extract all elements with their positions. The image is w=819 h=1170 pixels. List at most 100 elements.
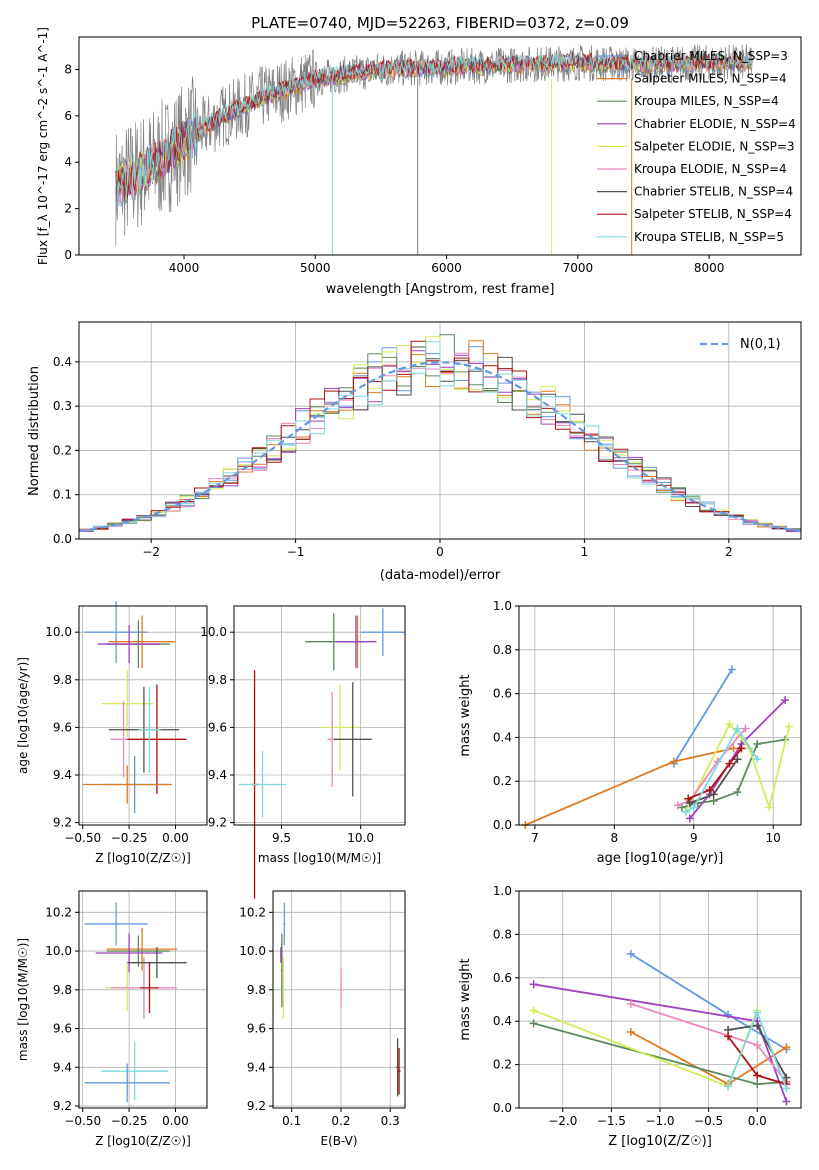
x-tick-label: 8 [611, 831, 619, 845]
y-tick-label: 0.2 [493, 774, 512, 788]
weight-point-marker [725, 720, 734, 729]
weight-point-marker [753, 1071, 762, 1080]
y-tick-label: 9.6 [53, 1022, 72, 1036]
weight-point-marker [782, 1097, 791, 1106]
weight-series-line [687, 747, 743, 800]
y-tick-label: 0.4 [53, 355, 72, 369]
x-axis-label: age [log10(age/yr)] [597, 851, 724, 866]
x-tick-label: −2 [142, 545, 160, 559]
weight-point-marker [673, 801, 682, 810]
y-tick-label: 9.4 [53, 768, 72, 782]
y-tick-label: 0.3 [53, 399, 72, 413]
weight-point-marker [681, 807, 690, 816]
y-tick-label: 9.2 [53, 1099, 72, 1113]
x-tick-label: 10.0 [347, 831, 374, 845]
weight-series-line [525, 747, 734, 826]
y-tick-label: 0.1 [53, 488, 72, 502]
weight-series-line [677, 728, 747, 807]
y-tick-label: 0.6 [493, 687, 512, 701]
y-axis-label: age [log10(age/yr)] [16, 657, 30, 774]
x-axis-label: E(B-V) [320, 1134, 357, 1148]
x-tick-label: 6000 [431, 261, 462, 275]
x-tick-label: 0.3 [381, 1114, 400, 1128]
mass-vs-extinction-panel: 0.1 0.2 0.3 9.2 9.4 9.6 9.8 10.0 10.2 E(B-V) [239, 890, 406, 1148]
x-tick-label: 1 [581, 545, 589, 559]
x-tick-label: 0.00 [162, 831, 189, 845]
x-tick-label: 9 [690, 831, 698, 845]
y-tick-label: 9.6 [53, 720, 72, 734]
x-tick-label: 0 [436, 545, 444, 559]
axes-frame [78, 890, 208, 1109]
y-tick-label: 2 [64, 202, 72, 216]
weight-point-marker [753, 1080, 762, 1089]
x-tick-label: 8000 [694, 261, 725, 275]
y-tick-label: 9.4 [247, 1060, 266, 1074]
legend-entry: N(0,1) [740, 337, 781, 352]
x-tick-label: 5000 [300, 261, 331, 275]
weight-point-marker [782, 1043, 791, 1052]
x-tick-label: −0.25 [111, 831, 148, 845]
y-tick-label: 0.2 [493, 1058, 512, 1072]
age-vs-metallicity-panel: −0.50 −0.25 0.00 9.2 9.4 9.6 9.8 10.0 Z [log10(Z… [16, 601, 208, 865]
x-tick-label: −1 [287, 545, 305, 559]
weight-point-marker [705, 785, 714, 794]
legend-entry: Salpeter MILES, N_SSP=4 [634, 72, 787, 86]
x-tick-label: −0.50 [64, 831, 101, 845]
y-axis-label: Normed distribution [27, 366, 42, 496]
x-tick-label: 10 [766, 831, 781, 845]
weight-point-marker [753, 755, 762, 764]
weight-point-marker [753, 739, 762, 748]
y-tick-label: 0.4 [493, 1014, 512, 1028]
y-tick-label: 0.0 [493, 1101, 512, 1115]
weight-point-marker [753, 1008, 762, 1017]
y-tick-label: 9.8 [53, 983, 72, 997]
y-tick-label: 9.6 [247, 1022, 266, 1036]
weight-point-marker [724, 1082, 733, 1091]
weight-point-marker [685, 799, 694, 808]
y-tick-label: 4 [64, 155, 72, 169]
weight-point-marker [725, 759, 734, 768]
x-tick-label: 0.0 [748, 1114, 767, 1128]
x-tick-label: 4000 [169, 261, 200, 275]
weight-point-marker [669, 757, 678, 766]
y-tick-label: 0.6 [493, 971, 512, 985]
legend-entry: Kroupa MILES, N_SSP=4 [634, 94, 779, 108]
y-tick-label: 10.0 [45, 944, 72, 958]
x-axis-label: mass [log10(M/M☉)] [258, 851, 381, 865]
y-tick-label: 9.2 [53, 816, 72, 830]
axes-frame [518, 605, 802, 826]
weight-vs-age-panel: 7 8 9 10 0.0 0.2 0.4 0.6 0.8 1.0 age [log10(age/yr… [458, 599, 802, 866]
model-spectrum-line [115, 51, 753, 199]
axes-frame [272, 890, 406, 1109]
spectrum-panel: 4000 5000 6000 7000 8000 0 2 4 6 8 wavelength [Ang… [36, 27, 802, 297]
weight-point-marker [529, 980, 538, 989]
legend-entry: Chabrier MILES, N_SSP=3 [634, 49, 788, 63]
y-tick-label: 10.0 [45, 625, 72, 639]
y-tick-label: 9.8 [208, 673, 227, 687]
y-tick-label: 10.0 [239, 944, 266, 958]
mass-vs-metallicity-panel: −0.50 −0.25 0.00 9.2 9.4 9.6 9.8 10.0 10.2 Z [log… [16, 890, 208, 1148]
y-tick-label: 0.0 [493, 818, 512, 832]
axes-frame [78, 605, 208, 826]
weight-point-marker [529, 1006, 538, 1015]
x-tick-label: −0.50 [64, 1114, 101, 1128]
weight-point-marker [782, 1084, 791, 1093]
model-spectrum-line [115, 52, 753, 199]
y-tick-label: 9.4 [208, 768, 227, 782]
x-tick-label: −0.25 [111, 1114, 148, 1128]
y-tick-label: 1.0 [493, 599, 512, 613]
legend-entry: Salpeter STELIB, N_SSP=4 [634, 207, 792, 221]
weight-point-marker [684, 794, 693, 803]
legend-entry: Kroupa STELIB, N_SSP=5 [634, 230, 784, 244]
y-tick-label: 0 [64, 248, 72, 262]
y-tick-label: 0.0 [53, 532, 72, 546]
weight-point-marker [724, 1010, 733, 1019]
normal-curve-line [78, 361, 802, 533]
residual-histogram-panel: −2 −1 0 1 2 0.0 0.1 0.2 0.3 0.4 (data-model)/error… [27, 321, 802, 583]
weight-point-marker [733, 724, 742, 733]
legend-entry: Chabrier ELODIE, N_SSP=4 [634, 117, 796, 131]
weight-point-marker [529, 1019, 538, 1028]
x-tick-label: 7000 [563, 261, 594, 275]
weight-point-marker [626, 1028, 635, 1037]
x-axis-label: Z [log10(Z/Z☉)] [608, 1134, 712, 1149]
